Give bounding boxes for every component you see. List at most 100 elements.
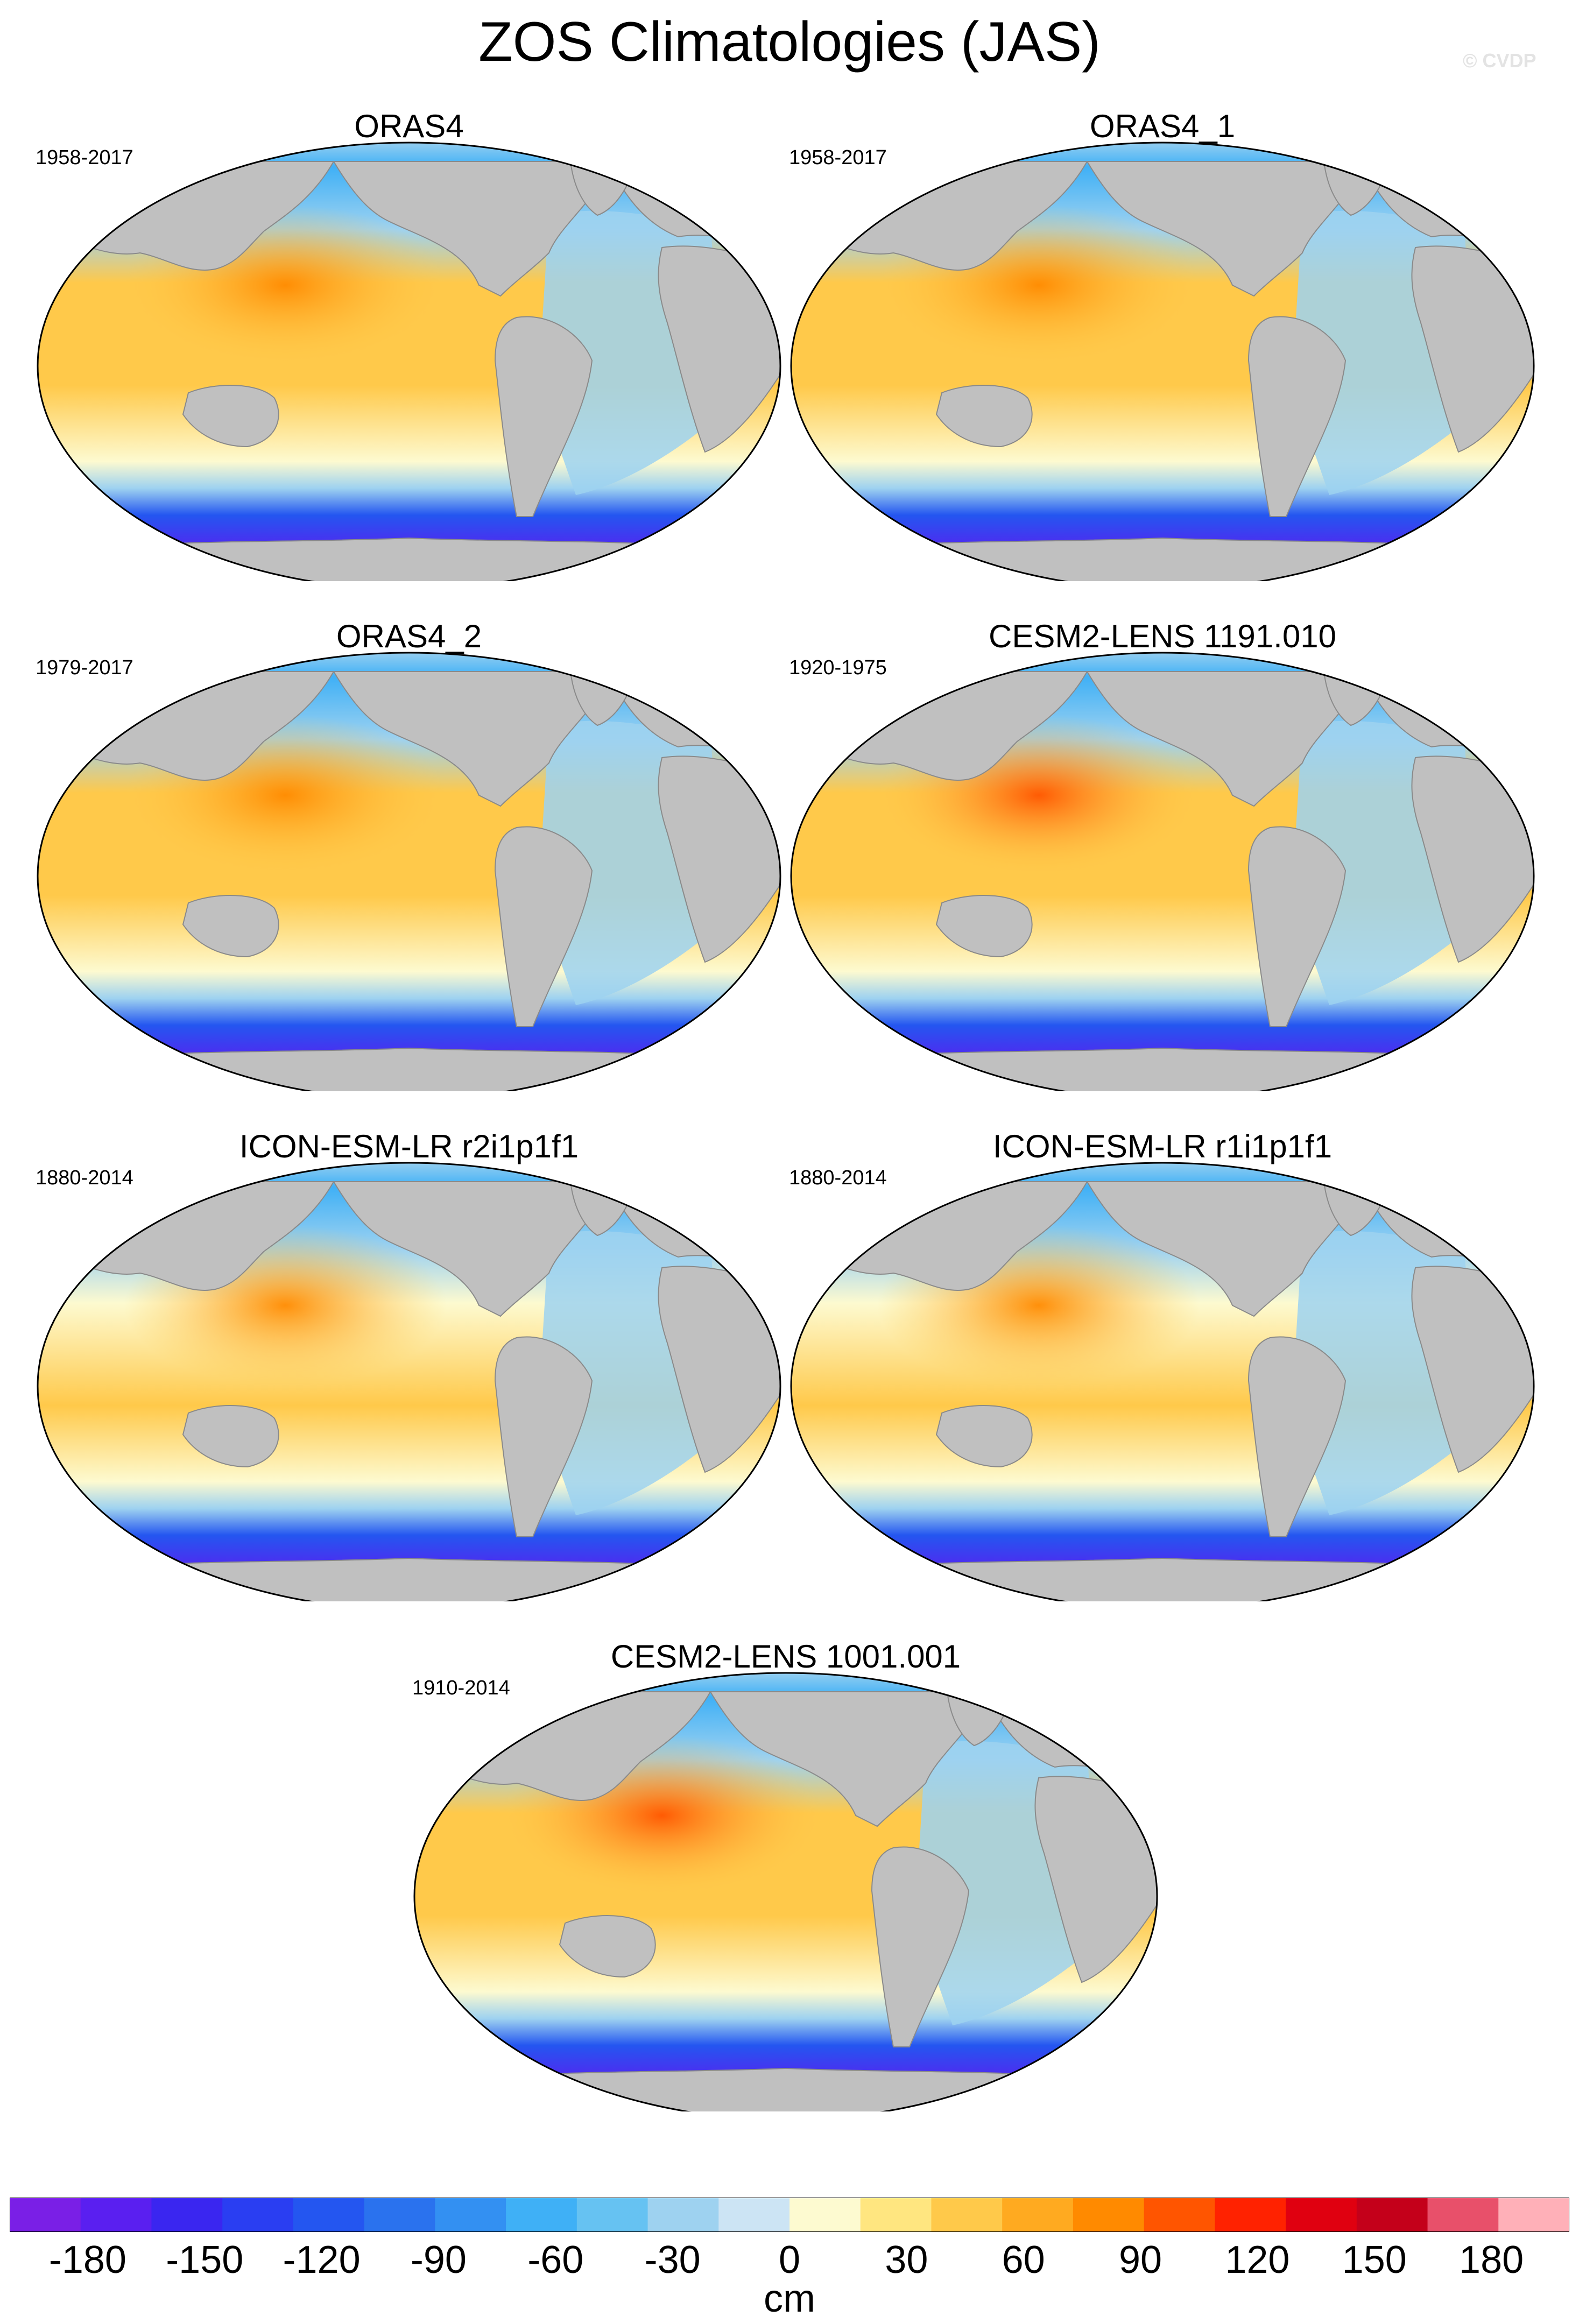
north-america-land <box>333 1181 615 1317</box>
colorbar-tick-label: 30 <box>885 2238 928 2281</box>
australia-land <box>935 385 1033 448</box>
map-outline <box>413 1672 1158 2111</box>
antarctica-land <box>791 537 1534 581</box>
colorbar-tick-label: -60 <box>527 2238 584 2281</box>
colorbar-tick-label: -30 <box>644 2238 701 2281</box>
north-america-land <box>333 671 615 807</box>
south-america-land <box>1247 1336 1347 1537</box>
world-map <box>413 1672 1158 2111</box>
map-panel: ORAS4_1 1958-2017 <box>786 108 1539 581</box>
colorbar-segment <box>435 2198 506 2232</box>
north-america-land <box>1086 671 1368 807</box>
colorbar-segment <box>364 2198 435 2232</box>
figure-title: ZOS Climatologies (JAS) <box>478 11 1101 73</box>
colorbar-tick-label: 0 <box>778 2238 801 2281</box>
colorbar-segment <box>80 2198 152 2232</box>
panel-years: 1920-1975 <box>789 656 887 679</box>
colorbar-segment <box>1002 2198 1074 2232</box>
colorbar-segment <box>10 2198 81 2232</box>
map-outline <box>37 142 781 581</box>
colorbar-segment <box>1286 2198 1357 2232</box>
world-map <box>37 652 781 1091</box>
panel-title: ICON-ESM-LR r1i1p1f1 <box>992 1128 1333 1164</box>
colorbar-tick-label: 150 <box>1342 2238 1407 2281</box>
north-america-land <box>333 161 615 297</box>
panel-title: ICON-ESM-LR r2i1p1f1 <box>239 1128 579 1164</box>
world-map <box>790 1162 1535 1601</box>
south-america-land <box>1247 316 1347 517</box>
colorbar-segment <box>790 2198 861 2232</box>
colorbar-units: cm <box>764 2277 815 2320</box>
world-map <box>790 142 1535 581</box>
panel-title: CESM2-LENS 1191.010 <box>989 618 1336 654</box>
panel-years: 1958-2017 <box>789 146 887 169</box>
colorbar-segment <box>1215 2198 1286 2232</box>
map-panel: ICON-ESM-LR r1i1p1f1 1880-2014 <box>786 1128 1539 1601</box>
antarctica-land <box>791 1047 1534 1091</box>
colorbar-segment <box>151 2198 223 2232</box>
australia-land <box>559 1915 656 1978</box>
colorbar-segment <box>576 2198 648 2232</box>
north-america-land <box>1086 1181 1368 1317</box>
colorbar-segment <box>506 2198 577 2232</box>
panel-years: 1880-2014 <box>789 1167 887 1189</box>
colorbar-segment <box>647 2198 719 2232</box>
antarctica-land <box>38 537 780 581</box>
world-map <box>37 1162 781 1601</box>
colorbar-tick-label: -120 <box>283 2238 361 2281</box>
panel-years: 1880-2014 <box>36 1167 133 1189</box>
antarctica-land <box>38 1047 780 1091</box>
map-panel: ORAS4 1958-2017 <box>32 108 786 581</box>
colorbar-segment <box>1356 2198 1428 2232</box>
colorbar-tick-label: -90 <box>410 2238 467 2281</box>
colorbar-tick-label: 60 <box>1002 2238 1045 2281</box>
colorbar-segment <box>1427 2198 1499 2232</box>
australia-land <box>182 1405 279 1468</box>
colorbar-segment <box>718 2198 790 2232</box>
panel-years: 1958-2017 <box>36 146 133 169</box>
colorbar-segment <box>931 2198 1003 2232</box>
panel-title: ORAS4_2 <box>336 618 482 654</box>
australia-land <box>935 1405 1033 1468</box>
australia-land <box>182 895 279 958</box>
map-outline <box>790 1162 1535 1601</box>
colorbar <box>10 2198 1569 2232</box>
south-america-land <box>494 316 593 517</box>
panel-years: 1910-2014 <box>412 1677 510 1699</box>
map-panel: ICON-ESM-LR r2i1p1f1 1880-2014 <box>32 1128 786 1601</box>
colorbar-segment <box>1498 2198 1569 2232</box>
antarctica-land <box>791 1557 1534 1601</box>
south-america-land <box>494 826 593 1027</box>
south-america-land <box>871 1846 970 2047</box>
antarctica-land <box>414 2067 1157 2111</box>
map-outline <box>790 652 1535 1091</box>
panel-title: ORAS4 <box>354 108 464 144</box>
colorbar-tick-label: -180 <box>48 2238 126 2281</box>
south-america-land <box>1247 826 1347 1027</box>
map-panel: CESM2-LENS 1191.010 1920-1975 <box>786 618 1539 1091</box>
map-outline <box>790 142 1535 581</box>
antarctica-land <box>38 1557 780 1601</box>
map-outline <box>37 1162 781 1601</box>
colorbar-segment <box>222 2198 294 2232</box>
colorbar-segment <box>1144 2198 1215 2232</box>
north-america-land <box>1086 161 1368 297</box>
panel-years: 1979-2017 <box>36 656 133 679</box>
colorbar-tick-label: 180 <box>1459 2238 1524 2281</box>
colorbar-tick-label: 90 <box>1119 2238 1162 2281</box>
colorbar-segment <box>293 2198 365 2232</box>
map-panel: ORAS4_2 1979-2017 <box>32 618 786 1091</box>
colorbar-segment <box>1073 2198 1145 2232</box>
australia-land <box>182 385 279 448</box>
panel-title: ORAS4_1 <box>1089 108 1236 144</box>
cvdp-credit: © CVDP <box>1463 50 1536 72</box>
panel-title: CESM2-LENS 1001.001 <box>610 1638 961 1675</box>
north-america-land <box>709 1691 991 1827</box>
map-outline <box>37 652 781 1091</box>
australia-land <box>935 895 1033 958</box>
colorbar-tick-label: 120 <box>1225 2238 1290 2281</box>
world-map <box>790 652 1535 1091</box>
colorbar-tick-label: -150 <box>166 2238 244 2281</box>
colorbar-segment <box>860 2198 932 2232</box>
south-america-land <box>494 1336 593 1537</box>
